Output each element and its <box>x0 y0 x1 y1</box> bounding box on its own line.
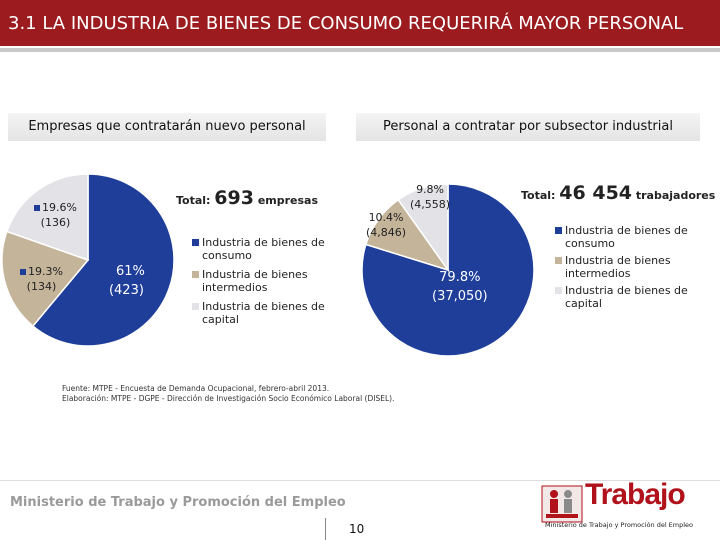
legend-right-item-intermedios: Industria de bienes intermedios <box>555 254 715 280</box>
legend-middle-label-capital: Industria de bienes de capital <box>202 300 325 326</box>
left-slice-capital-pct: 19.6% <box>42 201 77 214</box>
trabajo-logo <box>540 478 690 526</box>
elaboration-line: Elaboración: MTPE - DGPE - Dirección de … <box>62 394 395 403</box>
legend-right-label-intermedios: Industria de bienes intermedios <box>565 254 671 280</box>
page-number: 10 <box>349 522 365 536</box>
legend-right: Industria de bienes de consumo Industria… <box>555 224 715 314</box>
left-total-label: Total: <box>176 194 211 207</box>
left-slice-intermedios-pct: 19.3% <box>28 265 63 278</box>
footer-divider <box>0 480 720 481</box>
left-pie-slice-intermedios <box>1 230 90 328</box>
legend-middle-swatch-intermedios <box>192 271 199 278</box>
left-slice-label-consumo-marker <box>108 268 114 275</box>
legend-middle-item-capital: Industria de bienes de capital <box>192 300 332 326</box>
right-slice-intermedios-pct: 10.4% <box>368 211 404 224</box>
left-total: Total: 693 empresas <box>176 187 318 209</box>
source-note: Fuente: MTPE - Encuesta de Demanda Ocupa… <box>62 384 394 404</box>
right-total-label: Total: <box>521 189 556 202</box>
legend-middle-label-consumo: Industria de bienes de consumo <box>202 236 325 262</box>
legend-middle-swatch-consumo <box>192 239 199 246</box>
legend-right-item-capital: Industria de bienes de capital <box>555 284 715 310</box>
left-slice-label-consumo: 61% (423) <box>108 262 145 300</box>
left-pie-slice-consumo <box>31 173 175 347</box>
logo-word: Trabajo <box>585 478 686 511</box>
right-slice-label-consumo: 79.8% (37,050) <box>432 268 488 306</box>
legend-right-swatch-consumo <box>555 227 562 234</box>
title-underline <box>0 48 720 52</box>
right-total-unit: trabajadores <box>635 189 716 202</box>
source-line: Fuente: MTPE - Encuesta de Demanda Ocupa… <box>62 384 330 393</box>
left-slice-label-intermedios: 19.3% (134) <box>20 264 63 294</box>
left-slice-consumo-count: (423) <box>108 283 144 298</box>
legend-middle-item-intermedios: Industria de bienes intermedios <box>192 268 332 294</box>
left-slice-label-intermedios-marker <box>20 269 26 275</box>
right-slice-intermedios-count: (4,846) <box>366 226 407 239</box>
legend-middle-swatch-capital <box>192 303 199 310</box>
ministry-name: Ministerio de Trabajo y Promoción del Em… <box>10 495 346 510</box>
left-slice-intermedios-count: (134) <box>26 280 57 293</box>
right-slice-label-intermedios: 10.4% (4,846) <box>366 210 406 240</box>
legend-right-item-consumo: Industria de bienes de consumo <box>555 224 715 250</box>
right-slice-label-capital: 9.8% (4,558) <box>410 182 450 212</box>
page-title: 3.1 LA INDUSTRIA DE BIENES DE CONSUMO RE… <box>8 13 684 34</box>
legend-middle-label-intermedios: Industria de bienes intermedios <box>202 268 308 294</box>
left-slice-label-capital-marker <box>34 205 40 211</box>
legend-right-swatch-capital <box>555 287 562 294</box>
logo-subtitle: Ministerio de Trabajo y Promoción del Em… <box>545 521 694 529</box>
left-total-unit: empresas <box>257 194 319 207</box>
legend-right-label-consumo: Industria de bienes de consumo <box>565 224 688 250</box>
page-number-divider <box>325 518 326 540</box>
right-total-value: 46 454 <box>559 182 633 204</box>
left-pie-slice-capital <box>5 173 89 262</box>
right-pie-slice-capital <box>397 183 449 273</box>
left-panel-header: Empresas que contratarán nuevo personal <box>8 113 326 141</box>
right-slice-consumo-pct: 79.8% <box>439 270 481 285</box>
title-bar: 3.1 LA INDUSTRIA DE BIENES DE CONSUMO RE… <box>0 0 720 46</box>
right-slice-capital-pct: 9.8% <box>416 183 445 196</box>
right-slice-capital-count: (4,558) <box>410 198 451 211</box>
logo-figures-icon <box>541 485 583 523</box>
left-slice-label-capital: 19.6% (136) <box>34 200 77 230</box>
left-slice-capital-count: (136) <box>40 216 71 229</box>
legend-middle-item-consumo: Industria de bienes de consumo <box>192 236 332 262</box>
legend-right-label-capital: Industria de bienes de capital <box>565 284 688 310</box>
right-slice-consumo-count: (37,050) <box>432 289 488 304</box>
right-total: Total: 46 454 trabajadores <box>521 182 715 204</box>
right-panel-header: Personal a contratar por subsector indus… <box>356 113 700 141</box>
left-total-value: 693 <box>214 187 254 209</box>
legend-right-swatch-intermedios <box>555 257 562 264</box>
legend-middle: Industria de bienes de consumo Industria… <box>192 236 332 330</box>
left-slice-consumo-pct: 61% <box>116 264 145 279</box>
